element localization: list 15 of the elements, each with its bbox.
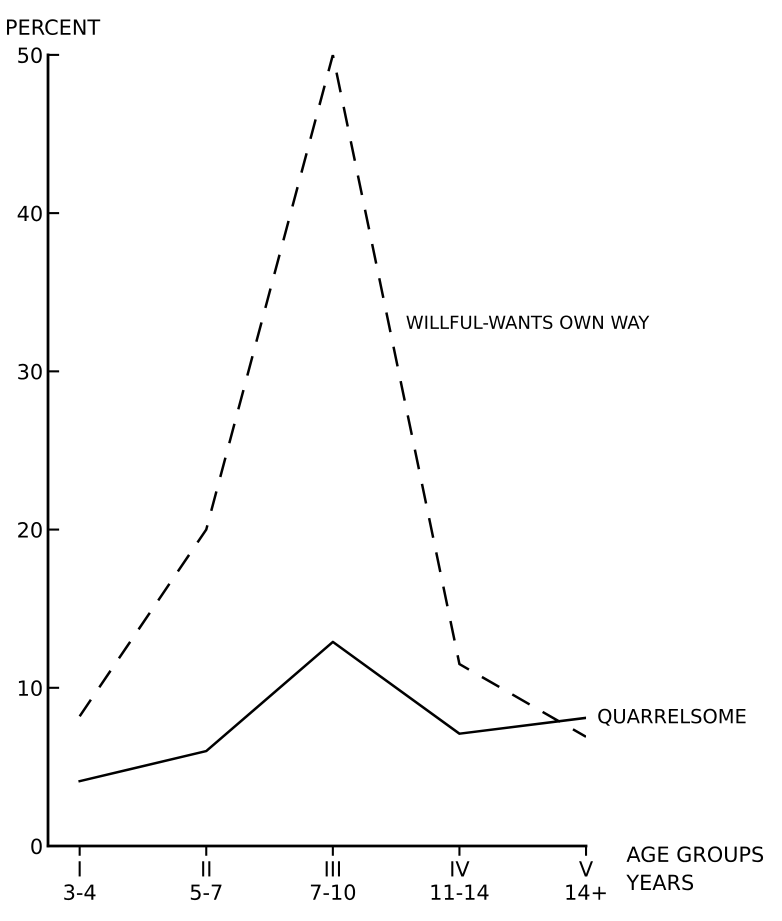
y-tick-label: 30 — [18, 364, 42, 380]
x-tick-label: V 14+ — [566, 861, 606, 900]
y-tick-label: 40 — [18, 206, 42, 222]
x-tick-label: I 3-4 — [64, 861, 96, 900]
x-tick-label: IV 11-14 — [431, 861, 489, 900]
x-tick-label: III 7-10 — [310, 861, 356, 900]
x-axis-title: AGE GROUPS YEARS — [626, 846, 764, 890]
y-axis-title: PERCENT — [7, 19, 100, 36]
x-tick-label: II 5-7 — [190, 861, 222, 900]
series-label: QUARRELSOME — [598, 708, 746, 726]
y-tick-label: 20 — [18, 522, 42, 538]
y-tick-label: 50 — [18, 47, 42, 64]
series-label: WILLFUL-WANTS OWN WAY — [406, 315, 650, 330]
y-tick-label: 10 — [18, 680, 42, 696]
y-tick-label: 0 — [31, 838, 42, 854]
